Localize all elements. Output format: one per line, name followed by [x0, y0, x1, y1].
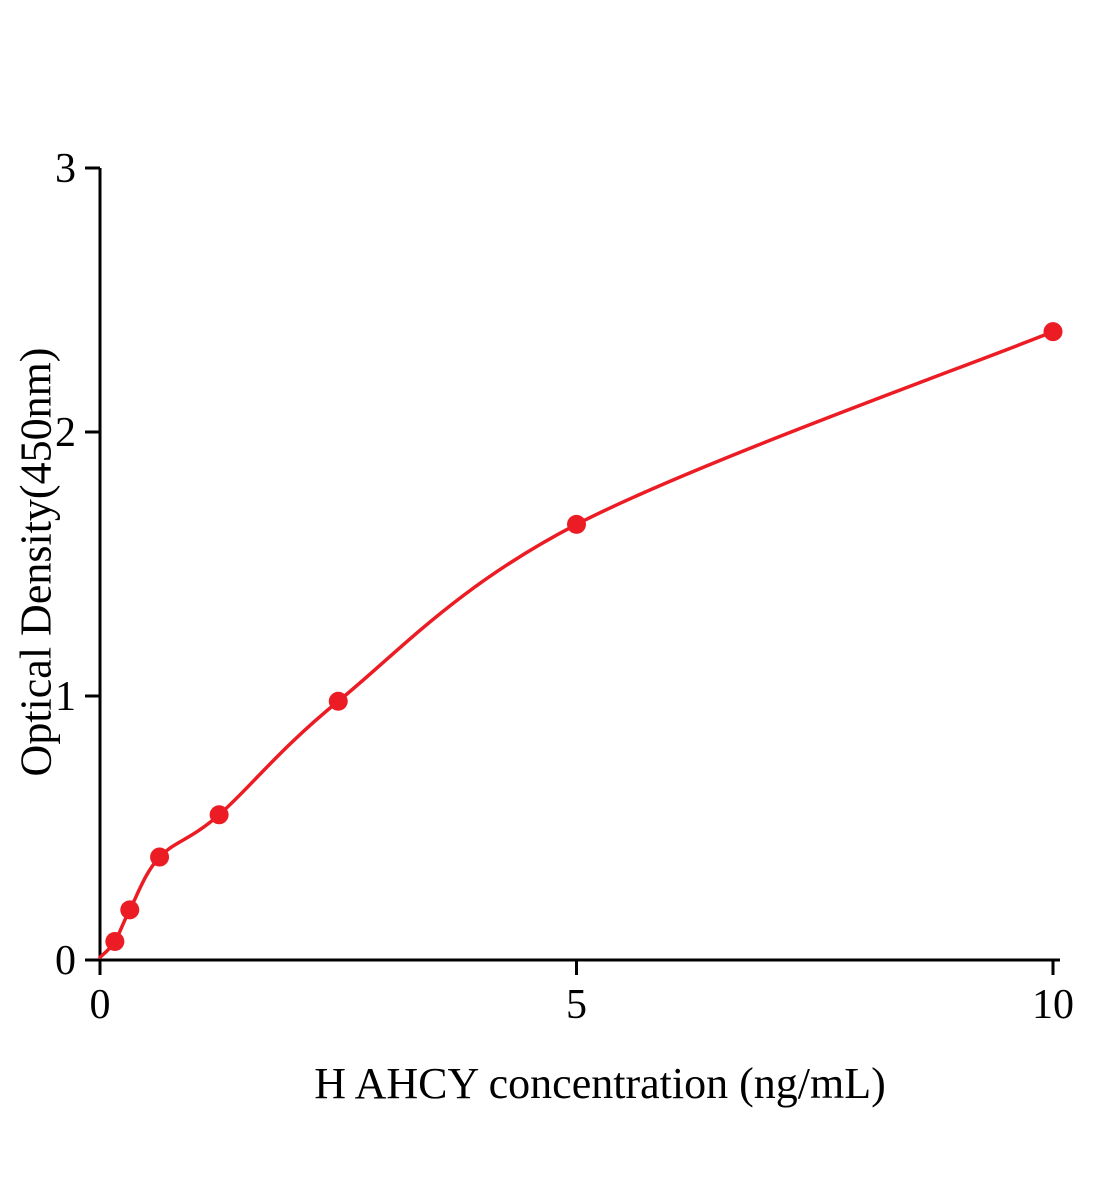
x-axis-label: H AHCY concentration (ng/mL): [314, 1059, 886, 1108]
data-point: [150, 847, 170, 867]
fit-curve: [98, 329, 1055, 960]
data-point: [120, 900, 140, 920]
y-tick-label: 2: [55, 410, 76, 456]
x-tick-label: 5: [566, 982, 587, 1028]
x-tick-label: 10: [1032, 982, 1074, 1028]
y-tick-label: 3: [55, 146, 76, 192]
data-point: [209, 805, 229, 825]
x-tick-label: 0: [90, 982, 111, 1028]
data-point: [328, 691, 348, 711]
y-tick-label: 1: [55, 674, 76, 720]
data-point: [105, 932, 125, 952]
data-point: [567, 514, 586, 534]
y-tick-label: 0: [55, 938, 76, 984]
data-point: [1043, 322, 1063, 342]
